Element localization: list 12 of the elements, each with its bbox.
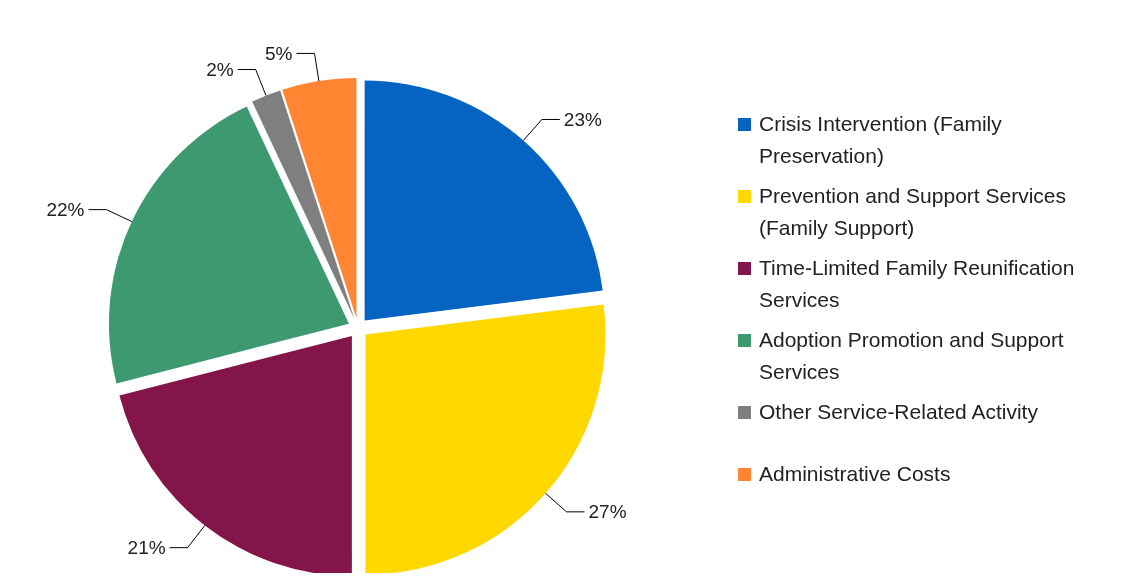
legend-label: Administrative Costs (759, 461, 951, 487)
legend-label: Other Service-Related Activity (759, 399, 1038, 425)
data-label: 5% (265, 42, 293, 64)
legend-label: Prevention and Support Services (Family Support) (759, 183, 1067, 241)
data-label: 21% (127, 537, 166, 559)
legend-label: Adoption Promotion and Support Services (759, 327, 1065, 385)
data-label: 22% (46, 199, 85, 221)
data-label: 27% (588, 501, 627, 523)
data-label: 2% (206, 59, 234, 81)
data-label: 23% (563, 108, 602, 130)
legend-label: Crisis Intervention (Family Preservation) (759, 111, 1003, 169)
legend-label: Time-Limited Family Reunification Services (759, 255, 1076, 313)
